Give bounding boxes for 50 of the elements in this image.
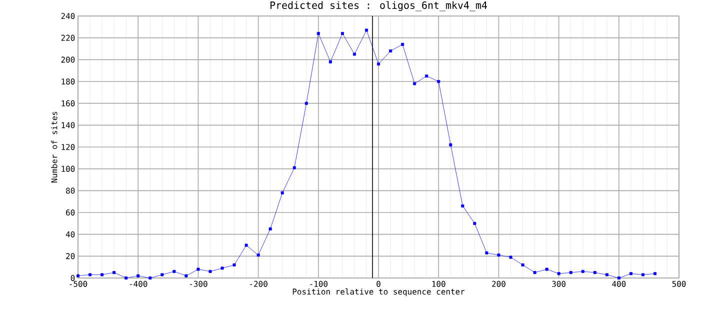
point bbox=[389, 49, 392, 52]
point bbox=[461, 204, 464, 208]
point bbox=[208, 270, 212, 273]
point bbox=[605, 273, 608, 276]
point bbox=[256, 254, 260, 257]
point bbox=[545, 268, 548, 271]
point bbox=[316, 32, 320, 35]
point bbox=[244, 244, 248, 247]
point bbox=[377, 62, 380, 66]
point bbox=[413, 82, 416, 86]
point bbox=[653, 272, 656, 276]
point bbox=[124, 276, 128, 280]
point bbox=[581, 270, 584, 273]
point bbox=[184, 274, 188, 278]
point bbox=[521, 263, 524, 266]
point bbox=[473, 222, 476, 225]
point bbox=[340, 32, 344, 35]
point bbox=[557, 272, 560, 276]
point bbox=[196, 268, 200, 271]
point bbox=[232, 263, 236, 266]
point bbox=[593, 271, 596, 274]
point bbox=[509, 256, 512, 259]
chart-title: Predicted sites : oligos_6nt_mkv4_m4 bbox=[270, 1, 487, 12]
point bbox=[148, 276, 152, 280]
point bbox=[160, 273, 164, 276]
point bbox=[641, 273, 644, 276]
point bbox=[437, 80, 440, 83]
point bbox=[172, 270, 176, 273]
point bbox=[136, 274, 140, 278]
point bbox=[629, 272, 632, 276]
point bbox=[617, 276, 620, 280]
point bbox=[328, 60, 332, 64]
point bbox=[352, 52, 356, 56]
point bbox=[112, 271, 116, 274]
point bbox=[88, 273, 92, 276]
point bbox=[292, 166, 296, 170]
point bbox=[449, 143, 452, 146]
point bbox=[497, 254, 500, 257]
point bbox=[533, 271, 536, 274]
point bbox=[569, 271, 572, 274]
point bbox=[401, 42, 404, 46]
point bbox=[425, 74, 428, 78]
point bbox=[268, 227, 272, 230]
point bbox=[100, 273, 104, 276]
point bbox=[364, 28, 368, 32]
point bbox=[280, 191, 284, 194]
point bbox=[76, 274, 80, 278]
point bbox=[485, 251, 488, 254]
point bbox=[304, 102, 308, 105]
point bbox=[220, 266, 224, 270]
